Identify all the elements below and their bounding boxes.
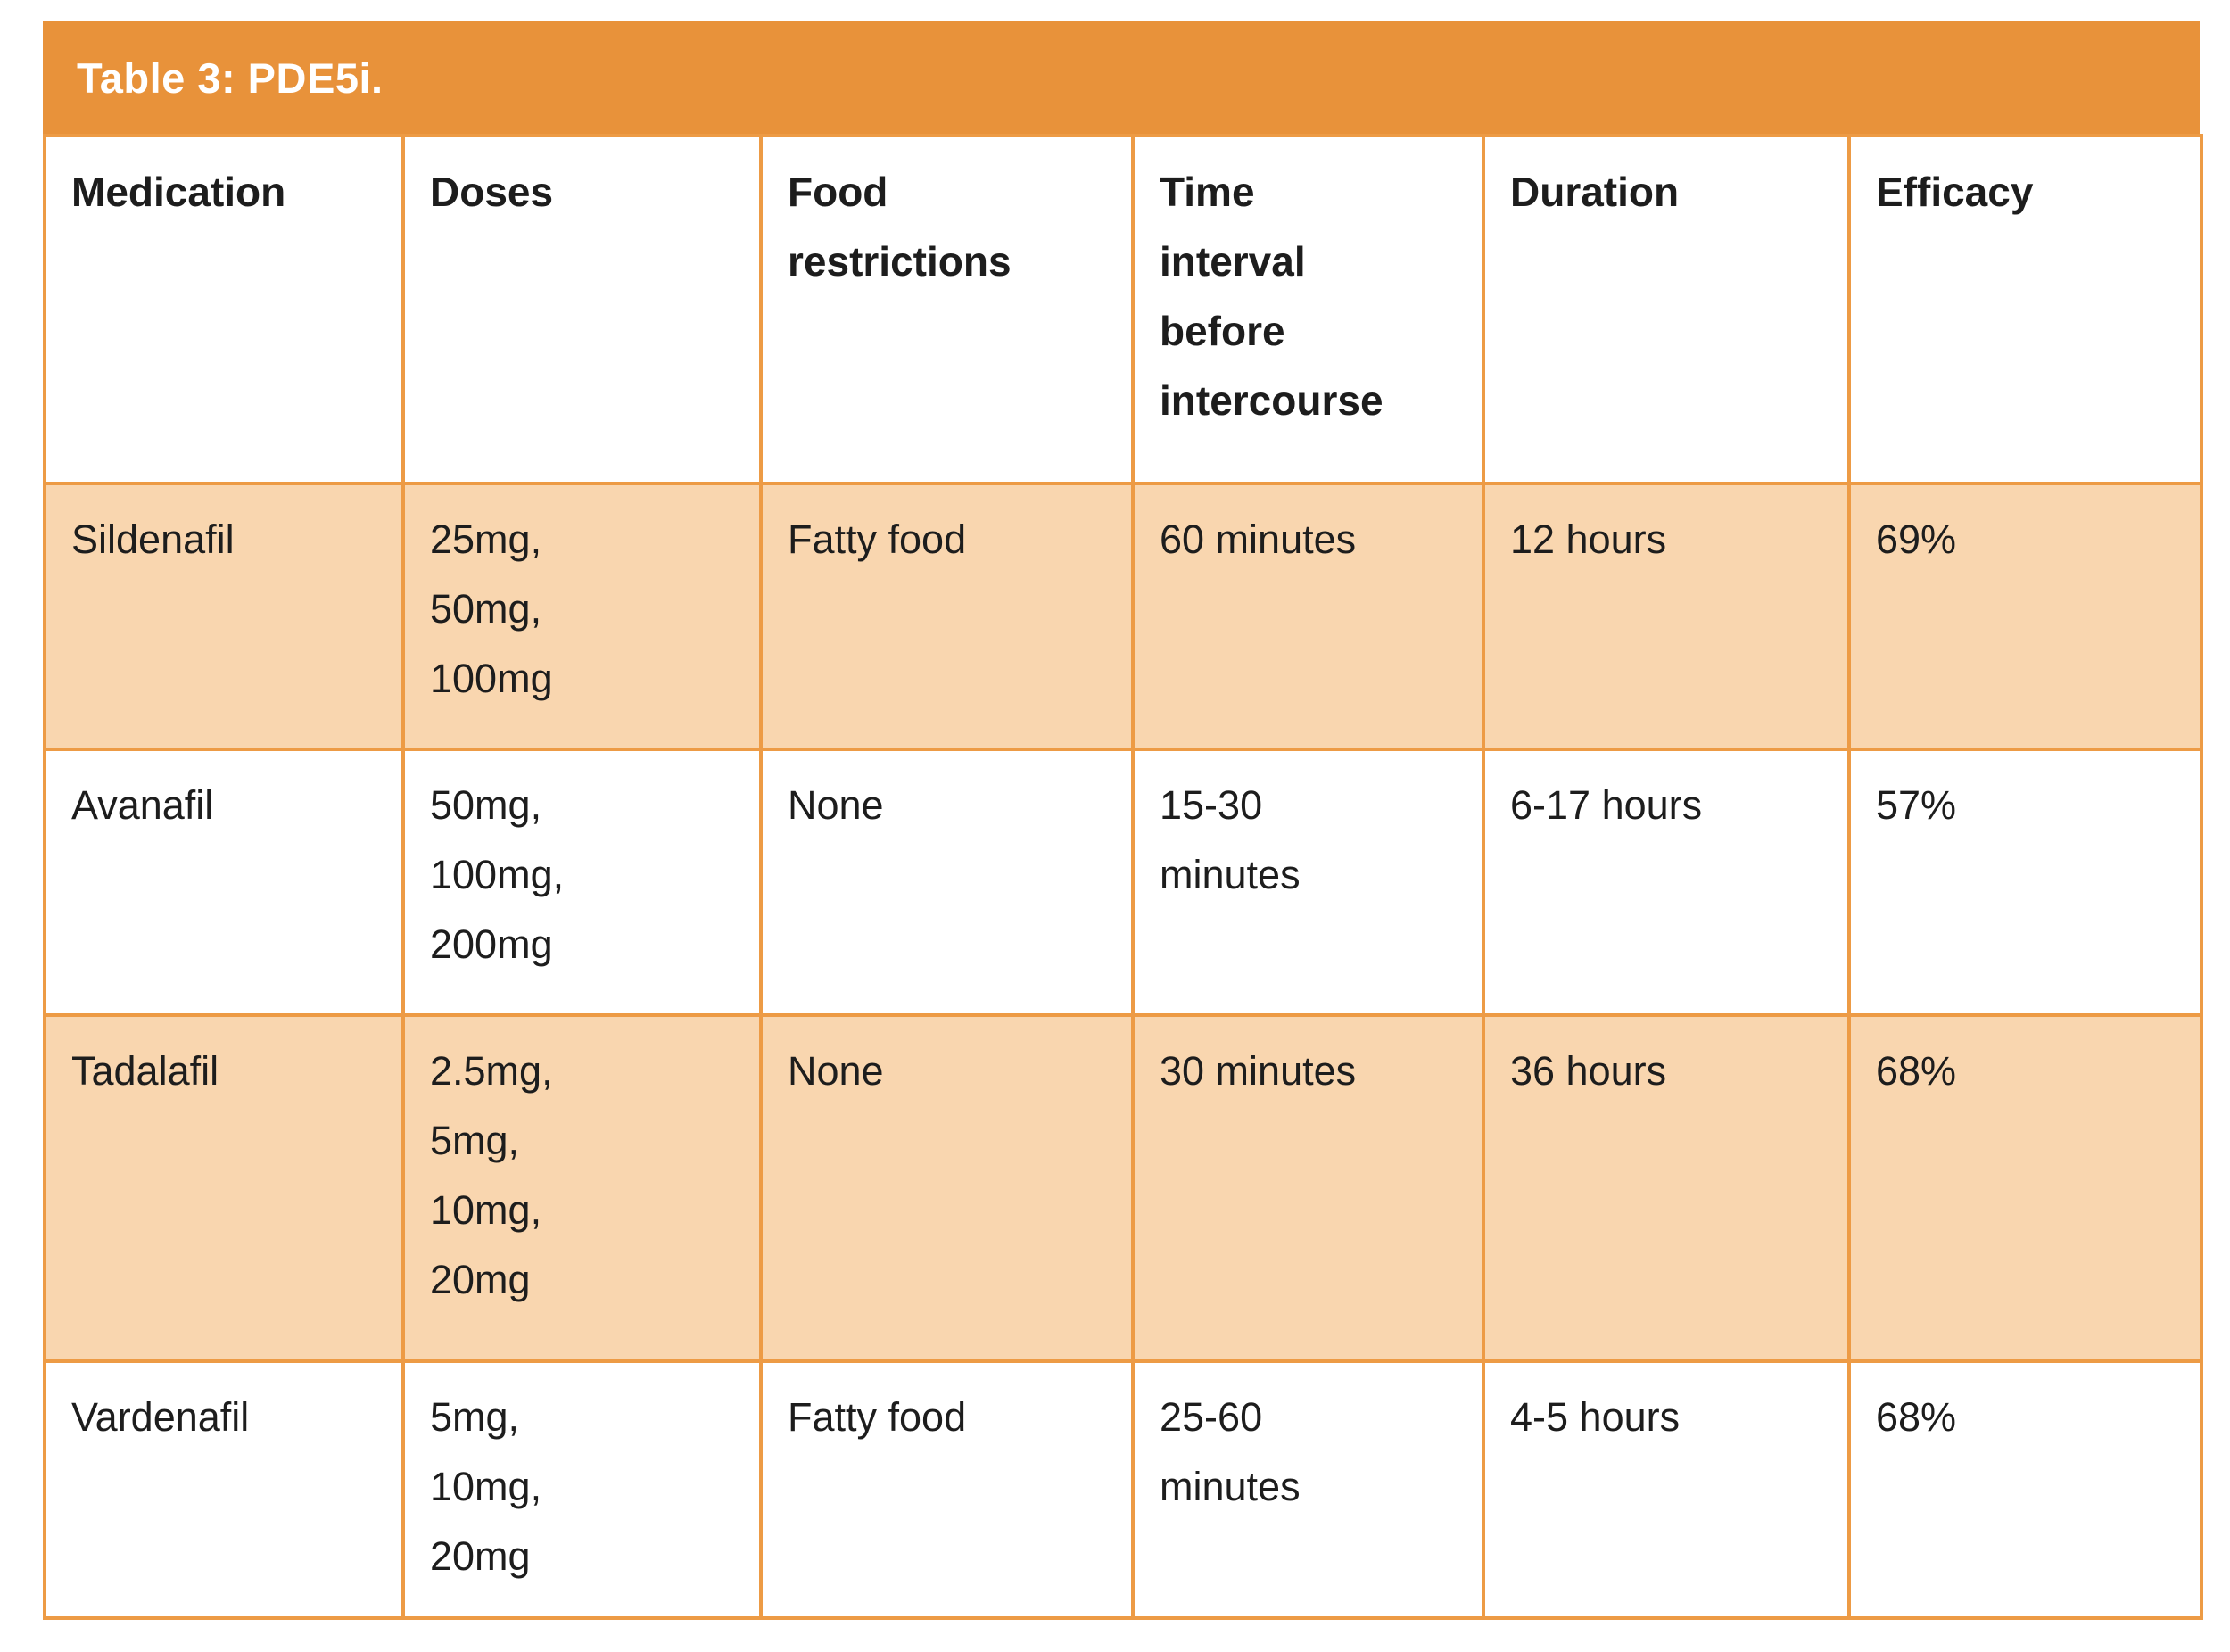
table-row-sildenafil: Sildenafil 25mg, 50mg, 100mg Fatty food … (43, 482, 2203, 751)
cell-food-restrictions: Fatty food (759, 482, 1135, 751)
table-row-tadalafil: Tadalafil 2.5mg, 5mg, 10mg, 20mg None 30… (43, 1013, 2203, 1363)
cell-medication: Tadalafil (43, 1013, 405, 1363)
cell-food-restrictions: None (759, 748, 1135, 1017)
cell-efficacy: 57% (1847, 748, 2203, 1017)
column-header-medication: Medication (43, 134, 405, 485)
cell-food-restrictions: Fatty food (759, 1359, 1135, 1620)
cell-time-interval: 25-60 minutes (1131, 1359, 1485, 1620)
table-row-vardenafil: Vardenafil 5mg, 10mg, 20mg Fatty food 25… (43, 1359, 2203, 1620)
column-header-efficacy: Efficacy (1847, 134, 2203, 485)
cell-time-interval: 60 minutes (1131, 482, 1485, 751)
cell-duration: 4-5 hours (1482, 1359, 1851, 1620)
cell-food-restrictions: None (759, 1013, 1135, 1363)
cell-doses: 50mg, 100mg, 200mg (401, 748, 763, 1017)
table-title: Table 3: PDE5i. (77, 54, 384, 102)
column-header-doses: Doses (401, 134, 763, 485)
column-header-food-restrictions: Food restrictions (759, 134, 1135, 485)
cell-efficacy: 68% (1847, 1013, 2203, 1363)
pde5i-table: Medication Doses Food restrictions Time … (43, 134, 2203, 1620)
header-row: Medication Doses Food restrictions Time … (43, 134, 2203, 485)
pde5i-table-figure: Table 3: PDE5i. Medication Doses Food re… (43, 21, 2203, 1620)
cell-time-interval: 30 minutes (1131, 1013, 1485, 1363)
cell-efficacy: 68% (1847, 1359, 2203, 1620)
cell-efficacy: 69% (1847, 482, 2203, 751)
cell-doses: 25mg, 50mg, 100mg (401, 482, 763, 751)
cell-doses: 5mg, 10mg, 20mg (401, 1359, 763, 1620)
table-row-avanafil: Avanafil 50mg, 100mg, 200mg None 15-30 m… (43, 748, 2203, 1017)
column-header-time-interval: Time interval before intercourse (1131, 134, 1485, 485)
cell-medication: Sildenafil (43, 482, 405, 751)
cell-medication: Avanafil (43, 748, 405, 1017)
column-header-duration: Duration (1482, 134, 1851, 485)
cell-duration: 12 hours (1482, 482, 1851, 751)
cell-medication: Vardenafil (43, 1359, 405, 1620)
cell-duration: 36 hours (1482, 1013, 1851, 1363)
cell-doses: 2.5mg, 5mg, 10mg, 20mg (401, 1013, 763, 1363)
table-title-bar: Table 3: PDE5i. (43, 21, 2200, 134)
cell-duration: 6-17 hours (1482, 748, 1851, 1017)
cell-time-interval: 15-30 minutes (1131, 748, 1485, 1017)
